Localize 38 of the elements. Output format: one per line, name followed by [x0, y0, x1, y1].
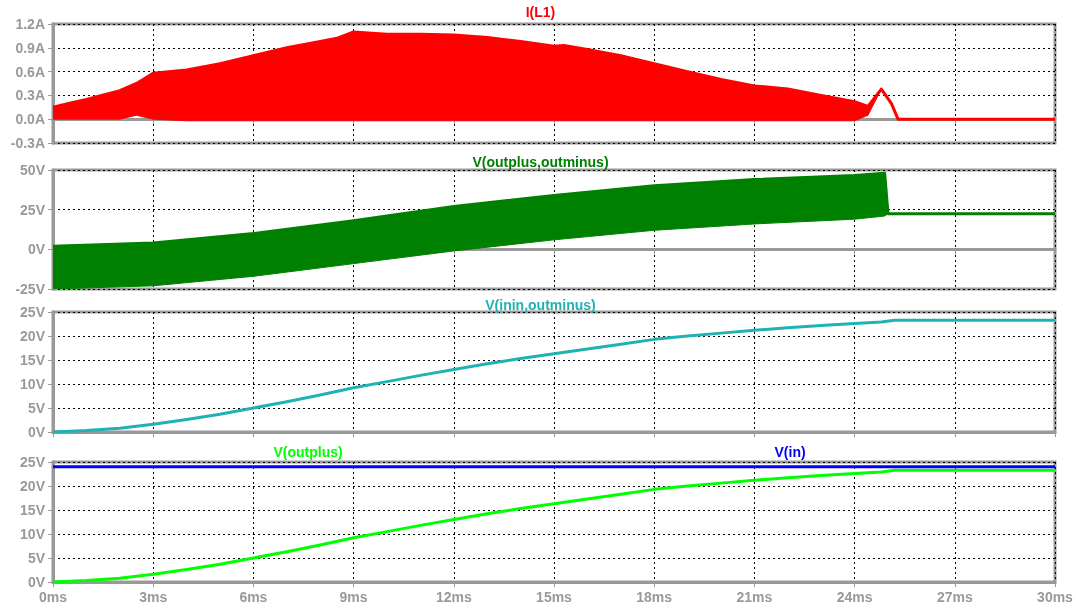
y-tick-label: 15V: [20, 502, 46, 518]
y-tick-label: 0.9A: [15, 39, 45, 56]
series-label: I(L1): [525, 4, 556, 20]
y-tick-label: 0V: [27, 424, 46, 440]
x-tick-label: 30ms: [1037, 589, 1074, 605]
x-tick-label: 27ms: [936, 589, 973, 605]
series-label: V(outplus,outminus): [472, 154, 609, 170]
x-tick-label: 21ms: [736, 589, 773, 605]
x-tick-label: 6ms: [239, 589, 268, 605]
x-tick-label: 15ms: [536, 589, 573, 605]
y-tick-label: 0.6A: [15, 63, 45, 80]
y-tick-label: 25V: [20, 454, 46, 470]
y-tick-label: 15V: [20, 352, 46, 368]
y-tick-label: 5V: [27, 550, 46, 566]
y-tick-label: 0.0A: [15, 111, 45, 128]
x-tick-label: 0ms: [38, 589, 68, 605]
y-tick-label: 20V: [20, 478, 46, 494]
y-tick-label: 25V: [20, 304, 46, 320]
y-tick-label: 0.3A: [15, 87, 45, 104]
y-tick-label: 0V: [27, 574, 46, 590]
y-tick-label: 20V: [20, 328, 46, 344]
x-tick-label: 9ms: [339, 589, 368, 605]
y-tick-label: -25V: [15, 281, 46, 297]
y-tick-label: 5V: [27, 400, 46, 416]
series-label: V(in): [774, 444, 806, 460]
y-tick-label: 10V: [20, 376, 46, 392]
y-tick-label: 0V: [27, 241, 46, 258]
x-tick-label: 12ms: [435, 589, 472, 605]
x-tick-label: 18ms: [636, 589, 673, 605]
x-tick-label: 3ms: [139, 589, 168, 605]
y-tick-label: -0.3A: [10, 135, 45, 151]
x-tick-label: 24ms: [836, 589, 873, 605]
text: V(inin,outminus): [485, 297, 596, 313]
text: V(outplus): [273, 444, 343, 460]
y-tick-label: 50V: [20, 162, 46, 178]
y-tick-label: 25V: [20, 201, 46, 218]
y-tick-label: 1.2A: [15, 16, 45, 32]
y-tick-label: 10V: [20, 526, 46, 542]
